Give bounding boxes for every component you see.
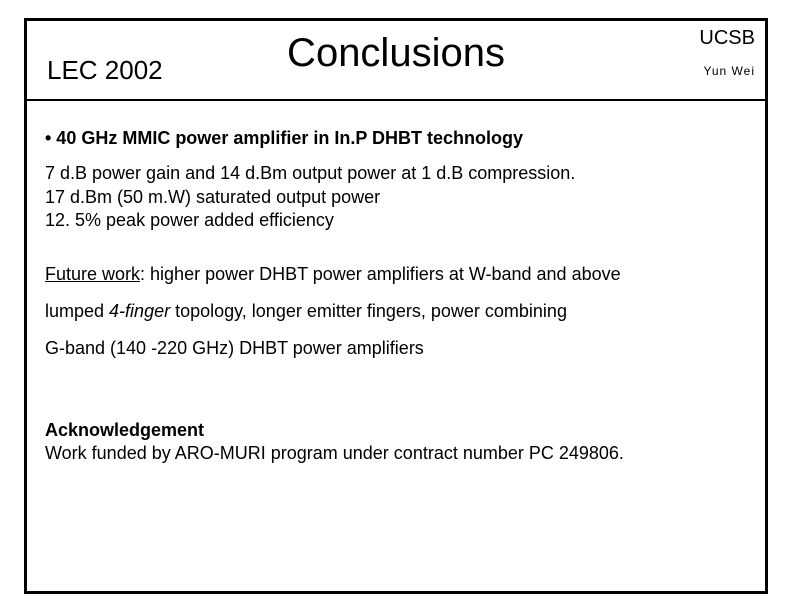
slide-body: • 40 GHz MMIC power amplifier in In.P DH…: [27, 101, 765, 484]
header-right: UCSB Yun Wei: [699, 27, 755, 78]
result-line: 12. 5% peak power added efficiency: [45, 209, 747, 232]
future-work-label: Future work: [45, 264, 140, 284]
topology-italic: 4-finger: [109, 301, 170, 321]
gband-line: G-band (140 -220 GHz) DHBT power amplifi…: [45, 337, 747, 360]
slide-frame: LEC 2002 Conclusions UCSB Yun Wei • 40 G…: [24, 18, 768, 594]
main-heading: • 40 GHz MMIC power amplifier in In.P DH…: [45, 127, 747, 150]
topology-prefix: lumped: [45, 301, 109, 321]
org-label: UCSB: [699, 27, 755, 50]
header-left: LEC 2002: [47, 55, 163, 86]
future-work-line: Future work: higher power DHBT power amp…: [45, 263, 747, 286]
results-block: 7 d.B power gain and 14 d.Bm output powe…: [45, 162, 747, 232]
topology-rest: topology, longer emitter fingers, power …: [170, 301, 567, 321]
spacer: [45, 391, 747, 419]
header: LEC 2002 Conclusions UCSB Yun Wei: [27, 21, 765, 101]
ack-label: Acknowledgement: [45, 419, 747, 442]
future-work-block: Future work: higher power DHBT power amp…: [45, 263, 747, 361]
author-label: Yun Wei: [699, 64, 755, 78]
spacer: [45, 323, 747, 337]
spacer: [45, 286, 747, 300]
topology-line: lumped 4-finger topology, longer emitter…: [45, 300, 747, 323]
ack-text: Work funded by ARO-MURI program under co…: [45, 442, 747, 465]
slide-title: Conclusions: [287, 31, 505, 76]
acknowledgement-block: Acknowledgement Work funded by ARO-MURI …: [45, 419, 747, 466]
result-line: 7 d.B power gain and 14 d.Bm output powe…: [45, 162, 747, 185]
slide: LEC 2002 Conclusions UCSB Yun Wei • 40 G…: [0, 0, 792, 612]
result-line: 17 d.Bm (50 m.W) saturated output power: [45, 186, 747, 209]
future-work-text: : higher power DHBT power amplifiers at …: [140, 264, 621, 284]
